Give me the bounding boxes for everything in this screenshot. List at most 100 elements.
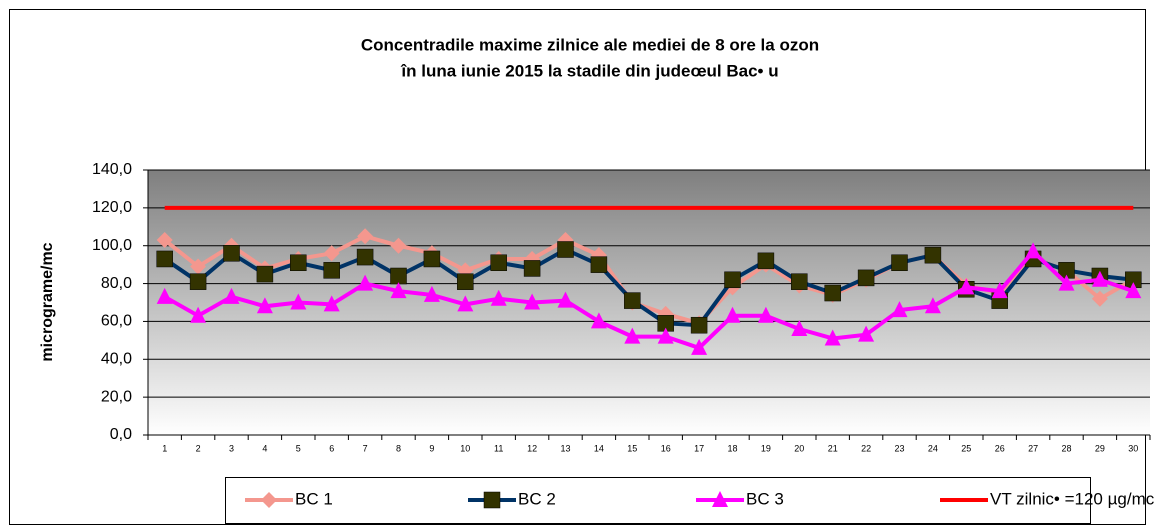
y-tick-label: 80,0 xyxy=(101,275,132,292)
point xyxy=(323,295,340,312)
point xyxy=(824,329,841,346)
x-tick-label: 24 xyxy=(928,443,938,453)
point xyxy=(523,260,541,277)
point xyxy=(1125,282,1142,299)
point xyxy=(557,291,574,308)
x-tick-label: 25 xyxy=(961,443,971,453)
point xyxy=(390,267,407,285)
y-tick-label: 120,0 xyxy=(92,199,132,216)
point xyxy=(1091,270,1108,287)
x-tick-label: 14 xyxy=(594,443,604,453)
point xyxy=(757,252,775,270)
point xyxy=(256,265,274,283)
point xyxy=(1025,242,1042,259)
point xyxy=(557,241,574,258)
x-tick-label: 1 xyxy=(162,443,167,453)
x-tick-label: 7 xyxy=(363,443,368,453)
x-tick-label: 20 xyxy=(794,443,804,453)
point xyxy=(924,297,941,314)
y-tick-label: 40,0 xyxy=(101,351,132,368)
point xyxy=(323,245,340,262)
point xyxy=(524,293,541,310)
point xyxy=(490,254,507,271)
series-line xyxy=(163,248,1134,351)
x-tick-label: 9 xyxy=(429,443,434,453)
legend-marker xyxy=(483,491,501,509)
point xyxy=(156,250,173,268)
point xyxy=(490,289,507,306)
x-tick-label: 16 xyxy=(661,443,671,453)
point xyxy=(590,312,607,329)
point xyxy=(791,273,808,290)
x-tick-label: 22 xyxy=(861,443,871,453)
point xyxy=(991,282,1008,299)
y-tick-label: 20,0 xyxy=(101,388,132,405)
legend-marker xyxy=(261,492,277,508)
y-tick-label: 100,0 xyxy=(92,237,132,254)
point xyxy=(356,248,374,266)
point xyxy=(223,287,240,304)
point xyxy=(724,306,741,323)
legend-marker xyxy=(712,491,728,507)
point xyxy=(624,292,641,309)
x-tick-label: 29 xyxy=(1095,443,1105,453)
point xyxy=(390,237,407,254)
point xyxy=(357,228,374,245)
point xyxy=(891,254,908,271)
x-tick-label: 3 xyxy=(229,443,234,453)
point xyxy=(590,256,608,273)
x-tick-label: 4 xyxy=(262,443,267,453)
point xyxy=(423,285,440,302)
x-tick-label: 19 xyxy=(761,443,771,453)
point xyxy=(223,245,240,262)
x-tick-label: 18 xyxy=(727,443,737,453)
y-tick-label: 60,0 xyxy=(101,313,132,330)
point xyxy=(189,273,207,290)
x-tick-label: 17 xyxy=(694,443,704,453)
x-tick-label: 11 xyxy=(494,443,503,453)
point xyxy=(190,258,207,275)
x-tick-label: 26 xyxy=(995,443,1005,453)
chart-title: în luna iunie 2015 la stadile din judeœu… xyxy=(400,61,778,80)
legend-label: VT zilnic• =120 µg/mc xyxy=(990,489,1155,508)
x-tick-label: 13 xyxy=(560,443,570,453)
point xyxy=(757,306,774,323)
x-tick-label: 28 xyxy=(1061,443,1071,453)
point xyxy=(457,295,474,312)
point xyxy=(624,327,641,344)
point xyxy=(824,284,841,302)
point xyxy=(1091,290,1108,307)
point xyxy=(891,301,908,318)
point xyxy=(958,278,975,295)
x-tick-label: 5 xyxy=(296,443,301,453)
x-tick-label: 15 xyxy=(627,443,637,453)
point xyxy=(423,250,441,268)
point xyxy=(390,282,407,299)
point xyxy=(190,306,207,323)
x-tick-label: 6 xyxy=(329,443,334,453)
x-tick-label: 8 xyxy=(396,443,401,453)
point xyxy=(357,274,374,291)
point xyxy=(290,254,307,271)
point xyxy=(857,269,875,287)
x-tick-label: 10 xyxy=(460,443,470,453)
point xyxy=(323,262,340,279)
point xyxy=(1058,274,1075,291)
point xyxy=(691,338,708,355)
legend-label: BC 3 xyxy=(746,489,784,508)
legend-label: BC 2 xyxy=(518,489,556,508)
point xyxy=(690,316,708,334)
legend-label: BC 1 xyxy=(295,489,333,508)
point xyxy=(924,246,942,264)
point xyxy=(791,320,808,336)
y-axis-label: micrograme/mc xyxy=(39,242,56,361)
point xyxy=(156,232,173,249)
x-tick-label: 12 xyxy=(527,443,537,453)
y-tick-label: 140,0 xyxy=(92,161,132,178)
x-tick-label: 21 xyxy=(828,443,838,453)
x-tick-label: 27 xyxy=(1028,443,1038,453)
point xyxy=(724,271,741,289)
point xyxy=(858,325,875,342)
x-tick-label: 2 xyxy=(196,443,201,453)
